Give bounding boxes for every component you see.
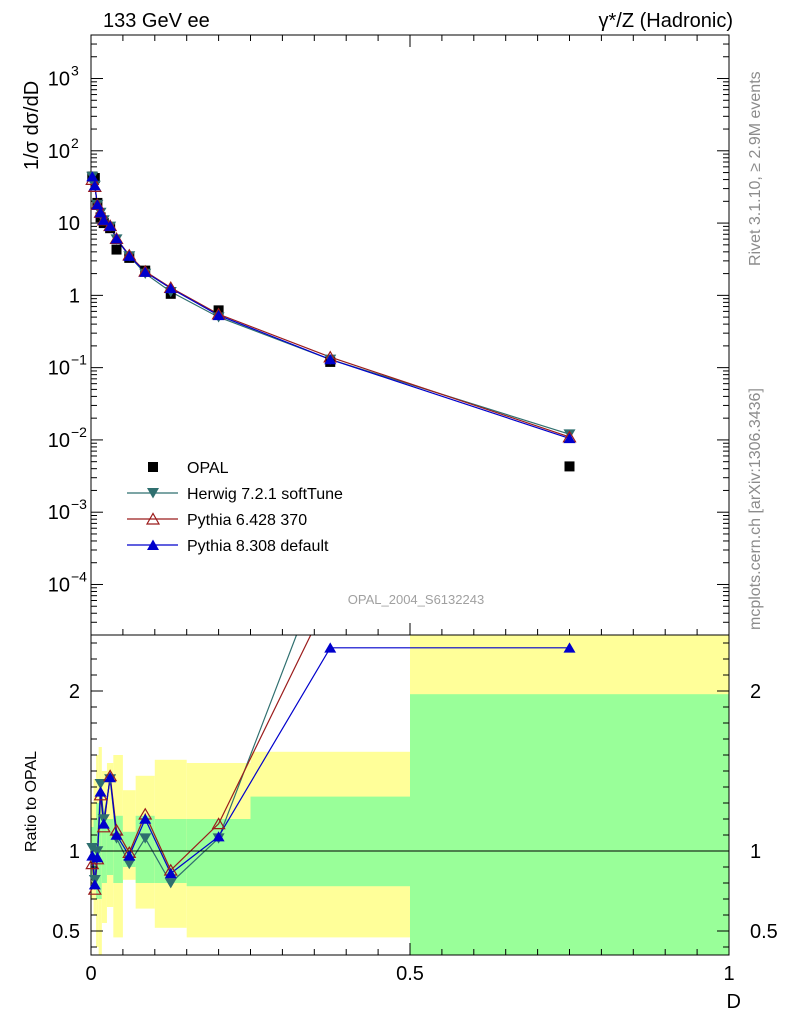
ratio-point-2-3 [94, 786, 107, 797]
main-point-3-9 [164, 282, 177, 294]
ratio-point-2-6 [110, 829, 123, 840]
main-point-3-2 [91, 199, 104, 210]
y-tick-exp-3: −1 [71, 352, 87, 368]
mcplots-label: mcplots.cern.ch [arXiv:1306.3436] [747, 388, 764, 630]
legend-label-1: Herwig 7.2.1 softTune [187, 486, 343, 503]
legend-label-3: Pythia 8.308 default [187, 538, 329, 555]
rivet-label: Rivet 3.1.10, ≥ 2.9M events [747, 71, 764, 266]
legend-marker-2 [145, 512, 161, 525]
ratio-point-2-1 [88, 879, 101, 890]
band-green-6 [113, 815, 123, 883]
ratio-point-1-10 [211, 817, 226, 830]
main-series-lines [91, 176, 570, 439]
legend: OPAL Herwig 7.2.1 softTune Pythia 6.428 37… [127, 460, 343, 555]
legend-marker-3 [147, 539, 159, 550]
x-axis-label: D [727, 991, 741, 1013]
ratio-point-0-3 [94, 779, 107, 790]
main-point-3-10 [212, 309, 225, 321]
ratio-point-0-2 [91, 846, 104, 857]
y-tick-exp-6: 2 [71, 135, 79, 151]
y-tick-label-2: 10 [48, 430, 70, 452]
band-green-12 [410, 694, 729, 955]
main-point-3-8 [139, 266, 152, 277]
header-left: 133 GeV ee [103, 10, 210, 32]
y-tick-exp-0: −4 [71, 568, 87, 584]
main-line-2 [91, 179, 570, 438]
ratio-uncertainty-bands [91, 635, 729, 955]
ratio-point-2-10 [212, 831, 225, 842]
band-green-11 [250, 796, 410, 887]
ratio-point-2-8 [139, 813, 152, 824]
main-line-3 [91, 176, 570, 439]
y-tick-exp-7: 3 [71, 63, 79, 79]
y-tick-exp-1: −3 [71, 496, 87, 512]
main-point-3-5 [104, 220, 117, 231]
y-tick-label-5: 10 [58, 213, 80, 235]
legend-marker-1 [147, 488, 159, 499]
band-green-5 [106, 819, 114, 875]
ratio-point-2-9 [164, 868, 177, 879]
ratio-point-2-4 [97, 818, 110, 829]
main-y-label: 1/σ dσ/dD [21, 81, 43, 170]
main-point-3-0 [86, 171, 99, 182]
ratio-point-2-12 [563, 642, 576, 653]
main-point-0-12 [564, 461, 575, 472]
band-green-8 [135, 815, 155, 883]
legend-marker-0 [148, 462, 158, 472]
ratio-point-2-5 [104, 772, 117, 783]
analysis-watermark: OPAL_2004_S6132243 [348, 592, 484, 607]
ratio-y-label-right-1: 1 [750, 841, 761, 863]
ratio-y-label-left-1: 1 [69, 841, 80, 863]
ratio-y-label-right-0: 0.5 [750, 921, 778, 943]
ratio-point-0-7 [123, 859, 136, 870]
ratio-point-0-9 [164, 878, 177, 889]
y-tick-label-0: 10 [48, 574, 70, 596]
main-point-3-7 [123, 250, 136, 261]
ratio-y-label: Ratio to OPAL [23, 751, 40, 852]
ratio-point-2-7 [123, 850, 136, 861]
main-point-3-1 [88, 180, 101, 191]
y-tick-label-3: 10 [48, 358, 70, 380]
y-tick-label-4: 1 [69, 285, 80, 307]
ratio-point-0-0 [86, 843, 99, 854]
ratio-point-2-11 [324, 642, 337, 653]
main-point-0-6 [111, 244, 122, 255]
y-tick-label-1: 10 [48, 502, 70, 524]
y-tick-exp-2: −2 [71, 424, 87, 440]
legend-label-2: Pythia 6.428 370 [187, 512, 307, 529]
legend-label-0: OPAL [187, 460, 229, 477]
y-tick-label-7: 10 [48, 69, 70, 91]
main-point-3-3 [94, 207, 107, 218]
main-point-3-4 [97, 214, 110, 225]
ratio-point-2-2 [91, 852, 104, 863]
x-tick-label-1: 0.5 [396, 963, 424, 985]
x-tick-label-0: 0 [85, 963, 96, 985]
y-tick-label-6: 10 [48, 141, 70, 163]
main-point-3-11 [324, 354, 337, 365]
ratio-y-label-right-2: 2 [750, 681, 761, 703]
x-tick-label-2: 1 [723, 963, 734, 985]
main-point-3-6 [110, 233, 123, 244]
main-point-3-12 [563, 432, 576, 444]
header-right: γ*/Z (Hadronic) [599, 10, 733, 32]
ratio-y-label-left-2: 2 [69, 681, 80, 703]
data-markers [85, 171, 577, 895]
main-line-1 [91, 176, 570, 435]
ratio-axes: 0 0.5 10.5 0.51 12 2 [52, 642, 778, 985]
ratio-y-label-left-0: 0.5 [52, 921, 80, 943]
ratio-point-0-8 [139, 833, 152, 844]
